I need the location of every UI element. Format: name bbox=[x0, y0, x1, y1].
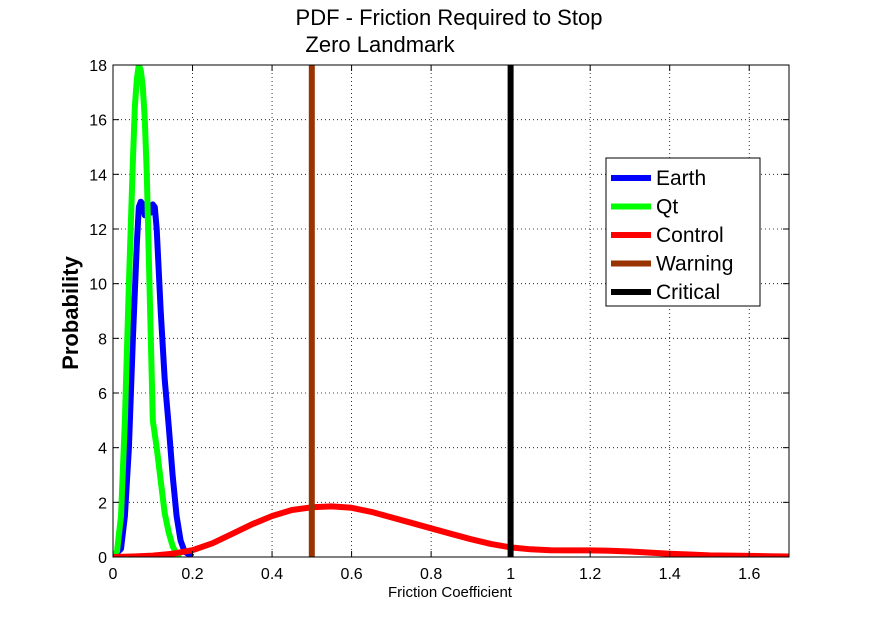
x-tick-label: 1 bbox=[506, 566, 515, 583]
y-tick-label: 10 bbox=[89, 277, 107, 294]
series-line-control bbox=[113, 503, 789, 557]
series-layer bbox=[113, 65, 789, 557]
x-tick-label: 1.6 bbox=[738, 566, 760, 583]
series-line-qt bbox=[113, 65, 183, 557]
y-tick-label: 18 bbox=[89, 58, 107, 75]
axis-ticks: 0 0.2 0.4 0.6 0.8 1 1.2 1.4 1.6 0 2 4 6 8 10 12 14 16 18 bbox=[89, 58, 789, 583]
x-tick-label: 1.4 bbox=[659, 566, 681, 583]
x-tick-label: 0.2 bbox=[181, 566, 203, 583]
y-tick-label: 4 bbox=[98, 441, 107, 458]
x-tick-label: 0.6 bbox=[340, 566, 362, 583]
y-tick-label: 6 bbox=[98, 386, 107, 403]
y-tick-label: 16 bbox=[89, 113, 107, 130]
legend-label-warning: Warning bbox=[656, 253, 733, 276]
grid bbox=[113, 65, 789, 557]
y-tick-label: 12 bbox=[89, 222, 107, 239]
legend-label-earth: Earth bbox=[656, 167, 706, 190]
plot-frame bbox=[112, 64, 790, 558]
x-tick-label: 1.2 bbox=[579, 566, 601, 583]
legend-label-qt: Qt bbox=[656, 196, 678, 219]
y-tick-label: 14 bbox=[89, 167, 107, 184]
y-tick-label: 8 bbox=[98, 331, 107, 348]
y-axis-label: Probability bbox=[58, 255, 83, 369]
chart-title: PDF - Friction Required to Stop bbox=[296, 5, 603, 30]
y-tick-label: 0 bbox=[98, 550, 107, 567]
y-tick-label: 2 bbox=[98, 495, 107, 512]
x-tick-label: 0 bbox=[109, 566, 118, 583]
legend-label-critical: Critical bbox=[656, 281, 720, 304]
chart-subtitle: Zero Landmark bbox=[305, 32, 455, 57]
plot-area bbox=[113, 65, 789, 557]
x-tick-label: 0.4 bbox=[261, 566, 283, 583]
x-tick-label: 0.8 bbox=[420, 566, 442, 583]
series-line-earth bbox=[113, 198, 195, 557]
x-axis-label: Friction Coefficient bbox=[388, 584, 513, 601]
legend-label-control: Control bbox=[656, 224, 724, 247]
legend: Earth Qt Control Warning Critical bbox=[605, 157, 761, 307]
